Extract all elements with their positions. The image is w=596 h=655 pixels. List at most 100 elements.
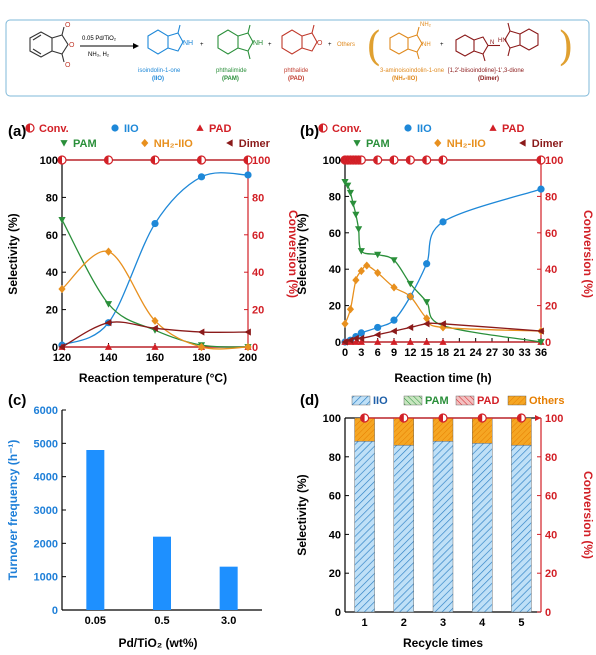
panel-a-series-nhiio-point — [244, 342, 252, 352]
panel-d-xtick-label: 4 — [479, 617, 486, 629]
plus-1: + — [200, 42, 204, 48]
panel-c-ytick-label: 2000 — [34, 538, 58, 550]
panel-a-series-nhiio-point — [104, 247, 113, 256]
chart-panel-d: 0 0 20 20 40 40 60 60 80 80 100 100 1 2 3 4 5 — [323, 413, 564, 629]
panel-d-ytick-label: 40 — [329, 529, 341, 541]
svg-text:NH₂: NH₂ — [420, 22, 432, 28]
svg-text:O: O — [69, 42, 75, 49]
reaction-arrow: 0.05 Pd/TiO₂ NH₃, H₂ — [80, 36, 139, 58]
panel-a-ytick-label: 40 — [46, 267, 58, 279]
panel-b-series-conv-point-half — [406, 156, 411, 164]
panel-b-series-conv-point-half — [357, 156, 362, 164]
plus-3: + — [328, 42, 332, 48]
pad-structure: O — [281, 24, 323, 55]
panel-a-xtick-label: 120 — [53, 352, 71, 364]
svg-text:NH: NH — [183, 40, 193, 47]
panel-b-series-dimer-point — [352, 334, 359, 342]
legend-label: Dimer — [239, 138, 271, 150]
panel-b-ytick-label: 80 — [329, 191, 341, 203]
legend-label: IIO — [417, 123, 432, 135]
panel-d-xtick-label: 2 — [401, 617, 407, 629]
legend-label: NH₂-IIO — [154, 138, 194, 150]
panel-b-series-pad-point — [406, 338, 414, 345]
panel-b-xtick-label: 36 — [535, 347, 547, 359]
panel-c-xtick-label: 0.5 — [154, 615, 169, 627]
panel-d-ytick-label: 80 — [329, 452, 341, 464]
panel-a-series-dimer-point — [244, 328, 251, 336]
panel-a-ytick-label: 60 — [46, 230, 58, 242]
panel-a-series-nhiio-point — [197, 342, 206, 352]
panel-d-xlabel: Recycle times — [403, 636, 483, 650]
dimer-name: [1,2'-biisoindoline]-1',3-dione — [448, 68, 525, 74]
panel-d-conversion-point-half — [361, 414, 365, 422]
panel-label-d: (d) — [300, 392, 319, 409]
panel-d-y2tick-label: 20 — [545, 568, 557, 580]
panel-a-series-nhiio-line — [61, 250, 249, 350]
nh2iio-structure: NH₂ NH — [389, 22, 432, 60]
legend-d-swatch — [351, 395, 371, 406]
panel-b-ytick-label: 20 — [329, 301, 341, 313]
panel-b-series-pad-point — [374, 338, 382, 345]
svg-text:O: O — [65, 62, 71, 69]
panel-a-series-dimer-point — [104, 319, 112, 327]
panel-b-xtick-label: 0 — [342, 347, 348, 359]
panel-b-series-pam-point — [355, 226, 363, 233]
panel-b-series-nhiio-point — [423, 314, 431, 323]
panel-b-series-iio-point — [439, 218, 447, 226]
panel-b-ytick-label: 60 — [329, 228, 341, 240]
panel-d-y2label: Conversion (%) — [581, 471, 595, 559]
panel-c-bar — [219, 566, 238, 610]
bracket-right: ) — [558, 24, 574, 70]
panel-b-series-pam-point — [537, 339, 545, 346]
panel-b-series-nhiio-point — [390, 283, 398, 292]
legend-panel-b: Conv. IIO PAD PAM NH₂-IIO Dimer — [318, 123, 564, 150]
panel-b-series-pad-point — [439, 338, 447, 345]
panel-a-series-pam-point — [104, 301, 113, 308]
panel-b-ytick-label: 100 — [323, 155, 341, 167]
panel-d-y2tick-label: 60 — [545, 491, 557, 503]
svg-text:NH: NH — [422, 42, 431, 48]
panel-a-xtick-label: 200 — [239, 352, 257, 364]
pad-abbr: (PAD) — [288, 76, 304, 82]
panel-b-series-dimer-point — [439, 320, 446, 328]
panel-a-series-conv-point — [196, 155, 207, 165]
panel-a-xtick-label: 160 — [146, 352, 164, 364]
panel-b-series-pam-point — [357, 248, 365, 255]
panel-d-bar-iio — [393, 444, 414, 613]
panel-b-xtick-label: 9 — [391, 347, 397, 359]
panel-b-y2tick-label: 20 — [545, 301, 557, 313]
panel-d-conversion-point-half — [517, 414, 522, 422]
panel-a-y2tick-label: 0 — [252, 342, 258, 354]
panel-b-series-iio-point — [423, 260, 431, 268]
panel-b-series-conv-point — [389, 155, 399, 165]
panel-d-ytick-label: 20 — [329, 568, 341, 580]
panel-a-series-iio-point — [151, 219, 159, 228]
panel-b-series-pad-point — [352, 338, 360, 345]
panel-b-y2tick-label: 80 — [545, 191, 557, 203]
nh2iio-abbr: (NH₂-IIO) — [392, 76, 417, 82]
panel-b-y2tick-label: 0 — [545, 337, 551, 349]
panel-b-series-conv-point — [405, 155, 415, 165]
panel-b-ytick-label: 0 — [335, 337, 341, 349]
legend-label: Conv. — [39, 123, 69, 135]
panel-a-series-conv-point-half — [58, 156, 62, 164]
panel-b-series-pam-point — [352, 211, 360, 219]
panel-b-xtick-label: 6 — [375, 347, 381, 359]
panel-b-y2tick-label: 100 — [545, 155, 563, 167]
panel-c-xtick-label: 0.05 — [85, 615, 106, 627]
panel-a-y2tick-label: 100 — [252, 155, 270, 167]
panel-b-series-pam-point — [346, 189, 355, 197]
legend-label: PAD — [209, 123, 231, 135]
panel-c-xlabel: Pd/TiO₂ (wt%) — [118, 636, 197, 650]
panel-a-series-pam-point — [58, 216, 66, 224]
panel-b-series-pam-point — [406, 280, 414, 288]
legend-d-swatch — [507, 395, 527, 406]
panel-a-series-conv-point-half — [104, 156, 109, 164]
panel-a-xtick-label: 180 — [192, 352, 210, 364]
panel-label-a: (a) — [8, 123, 26, 140]
panel-d-xtick-label: 5 — [518, 617, 524, 629]
panel-d-xtick-label: 1 — [362, 617, 368, 629]
panel-b-series-pad-point — [357, 338, 365, 345]
panel-b-y2tick-label: 60 — [545, 228, 557, 240]
